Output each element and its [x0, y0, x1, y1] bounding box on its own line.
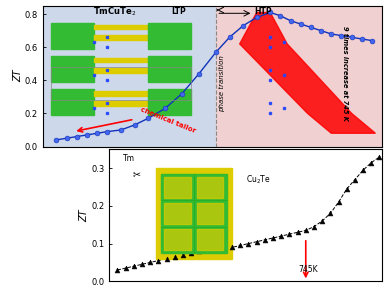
Bar [94, 25, 148, 29]
Bar [161, 174, 227, 253]
Bar [164, 203, 191, 224]
Text: TmCuTe$_2$: TmCuTe$_2$ [92, 5, 136, 18]
Bar [51, 89, 94, 115]
Text: 9 times increase at 745 K: 9 times increase at 745 K [342, 26, 348, 121]
Text: HTP: HTP [255, 7, 272, 16]
Bar [197, 203, 223, 224]
Y-axis label: ZT: ZT [13, 70, 23, 83]
Bar [148, 89, 191, 115]
Text: phase transition: phase transition [219, 55, 225, 112]
Bar [94, 101, 148, 106]
Bar [94, 91, 148, 96]
Bar [148, 23, 191, 49]
Bar [197, 229, 223, 250]
Bar [94, 58, 148, 62]
Text: 745K: 745K [299, 265, 318, 275]
Bar [51, 56, 94, 82]
Bar [216, 6, 382, 146]
Bar [164, 229, 191, 250]
Bar [94, 35, 148, 40]
Bar [51, 67, 191, 100]
Bar [51, 23, 94, 49]
Text: Cu$_2$Te: Cu$_2$Te [246, 173, 271, 186]
Bar [156, 168, 232, 259]
Bar [197, 177, 223, 198]
Text: LTP: LTP [171, 7, 186, 16]
Bar [94, 68, 148, 73]
Y-axis label: ZT: ZT [80, 209, 90, 222]
Text: ✂: ✂ [133, 169, 140, 179]
Polygon shape [240, 13, 376, 133]
Bar [148, 56, 191, 82]
Text: Tm: Tm [123, 154, 135, 163]
Bar [164, 177, 191, 198]
Bar [43, 6, 216, 146]
Text: chemical tailor: chemical tailor [140, 106, 197, 134]
